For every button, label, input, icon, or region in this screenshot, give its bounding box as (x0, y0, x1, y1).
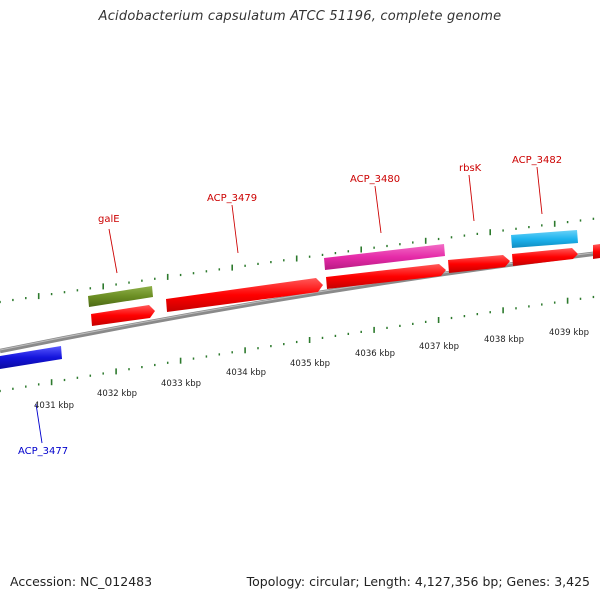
accession-text: Accession: NC_012483 (10, 574, 153, 589)
scale-label: 4032 kbp (97, 389, 137, 399)
gene-galE[interactable] (88, 286, 153, 307)
scale-label: 4033 kbp (161, 379, 201, 389)
gene-label-galE: galE (98, 214, 120, 225)
gene-rbsK[interactable] (448, 255, 510, 273)
leader-galE (108, 228, 118, 274)
leader-ACP_3482 (536, 166, 543, 215)
gene-ACP_3482[interactable] (511, 230, 578, 248)
gene-label-ACP_3477: ACP_3477 (18, 446, 68, 457)
leader-ACP_3479 (231, 204, 239, 254)
gene-label-ACP_3482: ACP_3482 (512, 155, 562, 166)
scale-label: 4036 kbp (355, 349, 395, 359)
upper-tick-track (0, 217, 595, 304)
leader-ACP_3477 (35, 403, 43, 444)
gene-ACP_3477[interactable] (0, 346, 62, 369)
scale-label: 4034 kbp (226, 368, 266, 378)
gene-label-ACP_3479: ACP_3479 (207, 193, 257, 204)
genome-summary-text: Topology: circular; Length: 4,127,356 bp… (246, 574, 590, 589)
gene-red-1[interactable] (91, 305, 155, 326)
scale-label: 4038 kbp (484, 335, 524, 345)
gene-red-4[interactable] (593, 244, 600, 259)
gene-ACP_3479[interactable] (166, 278, 323, 312)
scale-label: 4037 kbp (419, 342, 459, 352)
gene-red-2[interactable] (326, 264, 446, 289)
map-title: Acidobacterium capsulatum ATCC 51196, co… (98, 9, 502, 24)
leader-ACP_3480 (374, 185, 382, 234)
scale-label: 4031 kbp (34, 401, 74, 411)
gene-ACP_3480[interactable] (324, 244, 445, 270)
scale-label: 4039 kbp (549, 328, 589, 338)
scale-label: 4035 kbp (290, 359, 330, 369)
leader-rbsK (468, 174, 475, 222)
gene-label-rbsK: rbsK (459, 163, 482, 174)
gene-label-ACP_3480: ACP_3480 (350, 174, 400, 185)
lower-tick-track (0, 295, 595, 393)
gene-red-3[interactable] (512, 248, 578, 266)
